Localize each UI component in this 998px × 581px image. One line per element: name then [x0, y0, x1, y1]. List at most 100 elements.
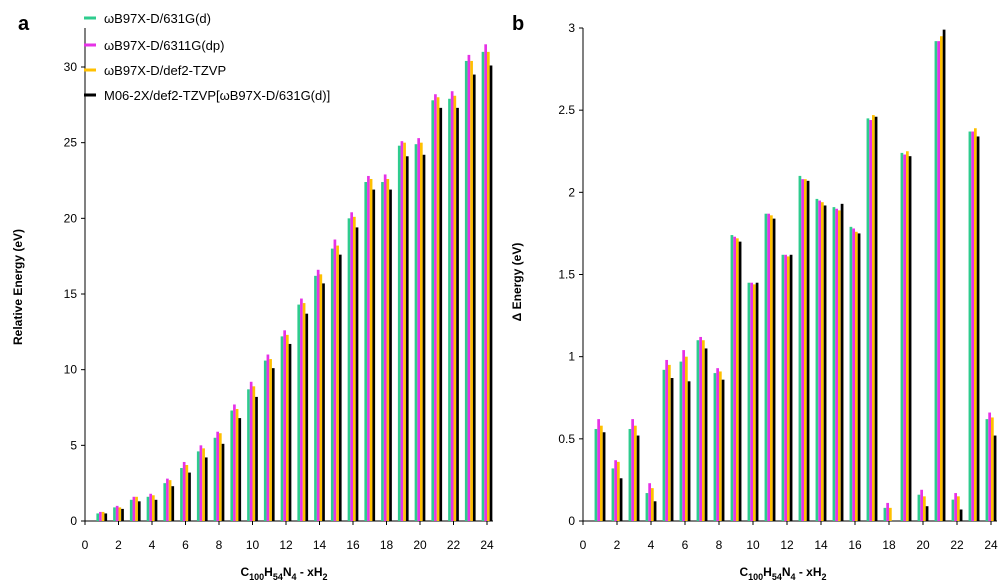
bar-b-x21-s3 — [940, 36, 943, 521]
y-tick-label: 1 — [568, 350, 575, 364]
bar-a-x5-s1 — [163, 483, 167, 521]
bar-b-x1-s1 — [594, 428, 598, 521]
chart-b-y-ticks: 0 0.5 1 1.5 2 2.5 3 — [558, 21, 583, 528]
bar-a-x5-s3 — [168, 480, 172, 521]
bar-a-x17-s4 — [372, 189, 376, 521]
bar-a-x24-s4 — [489, 65, 493, 521]
panel-b-letter: b — [512, 13, 524, 35]
bar-a-x22-s1 — [448, 98, 451, 521]
bar-b-x17-s2 — [869, 120, 872, 521]
bar-a-x23-s3 — [470, 60, 473, 522]
bar-a-x10-s2 — [249, 381, 253, 521]
chart-a-bars — [96, 44, 493, 522]
bar-b-x16-s3 — [855, 231, 858, 522]
bar-b-x2-s2 — [614, 460, 617, 521]
y-tick-label: 20 — [64, 211, 78, 225]
bar-a-x1-s3 — [101, 511, 105, 521]
bar-b-x6-s2 — [682, 350, 685, 521]
bar-b-x19-s3 — [906, 151, 909, 521]
bar-a-x15-s4 — [338, 254, 342, 522]
bar-b-x20-s1 — [917, 494, 921, 521]
bar-a-x20-s3 — [420, 142, 423, 521]
bar-b-x2-s1 — [611, 468, 615, 521]
bar-b-x11-s1 — [764, 213, 768, 522]
y-tick-label: 5 — [70, 438, 77, 452]
x-tick-label: 0 — [82, 538, 89, 552]
bar-a-x8-s2 — [216, 431, 219, 521]
bar-a-x20-s2 — [417, 138, 420, 522]
bar-a-x13-s2 — [300, 298, 303, 521]
bar-a-x11-s4 — [271, 368, 275, 521]
bar-a-x18-s1 — [381, 182, 384, 521]
bar-b-x4-s1 — [645, 493, 649, 521]
bar-b-x13-s1 — [798, 175, 802, 521]
legend-label-series-2: ωB97X-D/6311G(dp) — [104, 38, 224, 53]
bar-b-x12-s3 — [787, 256, 790, 521]
bar-b-x24-s3 — [991, 417, 994, 521]
bar-a-x13-s3 — [302, 303, 306, 521]
y-tick-label: 0 — [568, 514, 575, 528]
bar-a-x9-s3 — [235, 409, 239, 521]
bar-a-x10-s1 — [247, 389, 250, 521]
bar-b-x13-s4 — [806, 180, 810, 521]
bar-a-x12-s1 — [280, 336, 284, 521]
bar-a-x4-s4 — [154, 499, 158, 521]
bar-a-x18-s4 — [389, 189, 392, 521]
x-tick-label: 24 — [480, 538, 494, 552]
bar-a-x20-s1 — [414, 144, 418, 521]
bar-b-x14-s1 — [815, 198, 819, 521]
bar-b-x2-s3 — [617, 461, 620, 521]
x-tick-label: 12 — [279, 538, 293, 552]
bar-a-x9-s2 — [233, 404, 236, 521]
bar-a-x18-s3 — [386, 178, 390, 521]
y-tick-label: 0 — [70, 514, 77, 528]
bar-b-x1-s3 — [600, 425, 603, 521]
bar-a-x11-s1 — [263, 360, 267, 521]
bar-b-x17-s4 — [874, 116, 878, 522]
y-tick-label: 2 — [568, 185, 575, 199]
y-tick-label: 1.5 — [558, 268, 575, 282]
bar-b-x4-s3 — [651, 488, 654, 521]
bar-a-x17-s3 — [369, 178, 373, 521]
bar-b-x12-s1 — [781, 254, 785, 521]
x-tick-label: 8 — [216, 538, 223, 552]
bar-b-x23-s4 — [976, 136, 980, 521]
bar-a-x4-s3 — [152, 495, 155, 521]
bar-b-x15-s4 — [840, 203, 844, 521]
bar-a-x2-s1 — [113, 507, 116, 521]
bar-a-x10-s3 — [252, 386, 256, 521]
bar-a-x11-s3 — [269, 359, 272, 521]
bar-b-x9-s3 — [736, 238, 739, 521]
bar-b-x15-s3 — [838, 210, 841, 521]
bar-b-x7-s2 — [699, 336, 702, 521]
bar-b-x22-s3 — [957, 496, 960, 521]
bar-a-x8-s4 — [221, 443, 225, 521]
bar-a-x2-s2 — [115, 505, 119, 521]
bar-b-x18-s1 — [883, 507, 887, 521]
chart-a-x-label: C100H54N4 - xH2 — [240, 565, 327, 581]
bar-b-x2-s4 — [619, 478, 623, 521]
x-tick-label: 10 — [246, 538, 260, 552]
bar-a-x1-s1 — [96, 513, 100, 521]
bar-b-x23-s3 — [974, 128, 977, 521]
x-tick-label: 18 — [380, 538, 394, 552]
legend-label-series-4: M06-2X/def2-TZVP[ωB97X-D/631G(d)] — [104, 88, 330, 103]
y-tick-label: 10 — [64, 363, 78, 377]
bar-b-x22-s2 — [954, 493, 957, 521]
bar-a-x10-s4 — [255, 396, 258, 521]
bar-b-x16-s1 — [849, 226, 853, 522]
x-tick-label: 22 — [447, 538, 461, 552]
x-tick-label: 16 — [848, 538, 862, 552]
bar-a-x5-s4 — [171, 486, 175, 521]
bar-a-x21-s3 — [436, 97, 440, 522]
bar-b-x1-s2 — [597, 419, 600, 521]
bar-a-x1-s2 — [99, 511, 102, 521]
bar-a-x12-s4 — [288, 343, 292, 521]
x-tick-label: 14 — [313, 538, 327, 552]
bar-a-x13-s1 — [297, 304, 301, 521]
bar-b-x3-s2 — [631, 419, 634, 521]
x-tick-label: 12 — [780, 538, 794, 552]
bar-a-x22-s4 — [456, 107, 459, 522]
bar-b-x23-s2 — [971, 131, 974, 521]
